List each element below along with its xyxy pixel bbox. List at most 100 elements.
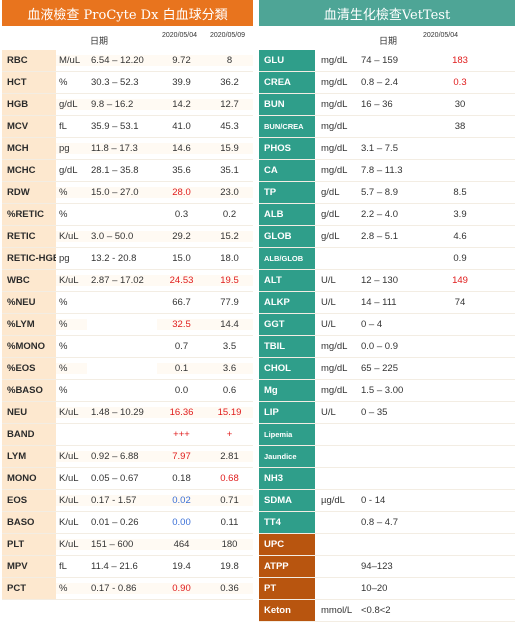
- cbc-v1-cell: 0.02: [157, 495, 206, 506]
- cbc-name-cell: RETIC: [2, 226, 56, 247]
- chem-name-cell: GLOB: [259, 226, 315, 247]
- cbc-name-cell: EOS: [2, 490, 56, 511]
- chem-range-cell: 0.8 – 2.4: [361, 77, 398, 88]
- chem-name-cell: Mg: [259, 380, 315, 401]
- chem-title: 血清生化檢查VetTest: [259, 0, 515, 26]
- chem-name-cell: BUN: [259, 94, 315, 115]
- chem-name-cell: NH3: [259, 468, 315, 489]
- table-row: RBC M/uL 6.54 – 12.20 9.72 8: [2, 50, 253, 72]
- table-row: HCT% 30.3 – 52.3 39.9 36.2: [2, 72, 253, 94]
- table-row: NH3: [259, 468, 515, 490]
- cbc-unit-cell: g/dL: [59, 165, 78, 176]
- chem-range-cell: 94–123: [361, 561, 393, 572]
- chem-name-cell: GGT: [259, 314, 315, 335]
- cbc-v1-cell: 24.53: [157, 275, 206, 286]
- chem-unit-cell: mg/dL: [321, 165, 348, 176]
- cbc-v1-cell: 14.6: [157, 143, 206, 154]
- chem-name-cell: PT: [259, 578, 315, 599]
- cbc-range-cell: 9.8 – 16.2: [87, 99, 157, 110]
- table-row: ALT U/L 12 – 130 149: [259, 270, 515, 292]
- chem-range-cell: 0 – 35: [361, 407, 388, 418]
- table-row: Lipemia: [259, 424, 515, 446]
- chem-v1-cell: 0.3: [453, 77, 467, 88]
- chem-name-cell: GLU: [259, 50, 315, 71]
- cbc-v1-cell: 0.00: [172, 517, 191, 528]
- cbc-v2-cell: 14.4: [206, 319, 253, 330]
- cbc-name-cell: RDW: [2, 182, 56, 203]
- cbc-name-cell: RBC: [2, 50, 56, 71]
- table-row: UPC: [259, 534, 515, 556]
- chem-name-cell: TT4: [259, 512, 315, 533]
- table-row: %NEU% 66.7 77.9: [2, 292, 253, 314]
- chem-v1-cell: 183: [452, 55, 468, 66]
- cbc-v2-cell: 19.8: [220, 561, 239, 572]
- cbc-name-cell: %RETIC: [2, 204, 56, 225]
- cbc-name-cell: HCT: [2, 72, 56, 93]
- table-row: BUN/CREA mg/dL 38: [259, 116, 515, 138]
- chem-name-cell: Keton: [259, 600, 315, 621]
- table-row: PT 10–20: [259, 578, 515, 600]
- chem-range-cell: 0.0 – 0.9: [361, 341, 398, 352]
- table-row: ATPP 94–123: [259, 556, 515, 578]
- cbc-v1-cell: 35.6: [172, 165, 191, 176]
- cbc-unit-cell: K/uL: [56, 231, 87, 242]
- chem-unit-cell: U/L: [321, 275, 336, 286]
- cbc-v2-cell: 3.5: [222, 341, 237, 352]
- cbc-unit-cell: K/uL: [59, 517, 79, 528]
- cbc-v2-cell: 12.7: [206, 99, 253, 110]
- chem-v1-cell: 3.9: [453, 209, 467, 220]
- chem-v1-cell: 0.9: [453, 253, 467, 264]
- chem-unit-cell: mg/dL: [321, 363, 348, 374]
- chem-unit-cell: mmol/L: [321, 605, 353, 616]
- cbc-table: RBC M/uL 6.54 – 12.20 9.72 8 HCT% 30.3 – 52.3 3…: [2, 50, 253, 600]
- table-row: BUN mg/dL 16 – 36 30: [259, 94, 515, 116]
- cbc-range-cell: 11.4 – 21.6: [91, 561, 138, 572]
- table-row: SDMA µg/dL 0 - 14: [259, 490, 515, 512]
- cbc-name-cell: MCV: [2, 116, 56, 137]
- cbc-v2-cell: 8: [206, 55, 253, 66]
- table-row: TT4 0.8 – 4.7: [259, 512, 515, 534]
- cbc-range-cell: 0.92 – 6.88: [87, 451, 157, 462]
- chem-name-cell: UPC: [259, 534, 315, 555]
- cbc-range-cell: 0.17 - 1.57: [87, 495, 157, 506]
- table-row: EOS K/uL 0.17 - 1.57 0.02 0.71: [2, 490, 253, 512]
- table-row: CA mg/dL 7.8 – 11.3: [259, 160, 515, 182]
- chem-unit-cell: g/dL: [321, 231, 340, 242]
- table-row: %BASO% 0.0 0.6: [2, 380, 253, 402]
- cbc-unit-cell: fL: [59, 561, 67, 572]
- cbc-v2-cell: 0.6: [222, 385, 237, 396]
- table-row: GLU mg/dL 74 – 159 183: [259, 50, 515, 72]
- cbc-v1-cell: 9.72: [157, 55, 206, 66]
- cbc-v1-cell: 39.9: [172, 77, 191, 88]
- cbc-unit-cell: %: [56, 187, 87, 198]
- cbc-name-cell: MCH: [2, 138, 56, 159]
- table-row: %MONO% 0.7 3.5: [2, 336, 253, 358]
- cbc-name-cell: %EOS: [2, 358, 56, 379]
- table-row: TBIL mg/dL 0.0 – 0.9: [259, 336, 515, 358]
- cbc-v1-cell: 0.7: [174, 341, 189, 352]
- chem-v1-cell: 30: [454, 99, 466, 110]
- cbc-range-cell: 0.17 - 0.86: [87, 583, 157, 594]
- cbc-name-cell: %NEU: [2, 292, 56, 313]
- cbc-range-cell: 35.9 – 53.1: [91, 121, 139, 132]
- cbc-v2-cell: 2.81: [206, 451, 253, 462]
- table-row: GLOB g/dL 2.8 – 5.1 4.6: [259, 226, 515, 248]
- table-row: CREA mg/dL 0.8 – 2.4 0.3: [259, 72, 515, 94]
- table-row: MCV fL 35.9 – 53.1 41.0 45.3: [2, 116, 253, 138]
- table-row: MCHC g/dL 28.1 – 35.8 35.6 35.1: [2, 160, 253, 182]
- chem-name-cell: CA: [259, 160, 315, 181]
- cbc-name-cell: %LYM: [2, 314, 56, 335]
- table-row: RDW% 15.0 – 27.0 28.0 23.0: [2, 182, 253, 204]
- cbc-v2-cell: 15.9: [206, 143, 253, 154]
- cbc-v2-cell: 35.1: [220, 165, 239, 176]
- cbc-unit-cell: %: [56, 319, 87, 330]
- table-row: MPV fL 11.4 – 21.6 19.4 19.8: [2, 556, 253, 578]
- cbc-unit-cell: %: [59, 341, 68, 352]
- table-row: LIP U/L 0 – 35: [259, 402, 515, 424]
- table-row: %LYM% 32.5 14.4: [2, 314, 253, 336]
- cbc-unit-cell: K/uL: [59, 473, 79, 484]
- cbc-range-cell: 13.2 - 20.8: [91, 253, 137, 264]
- chem-range-cell: <0.8<2: [361, 605, 391, 616]
- table-row: ALB g/dL 2.2 – 4.0 3.9: [259, 204, 515, 226]
- cbc-unit-cell: %: [59, 77, 68, 88]
